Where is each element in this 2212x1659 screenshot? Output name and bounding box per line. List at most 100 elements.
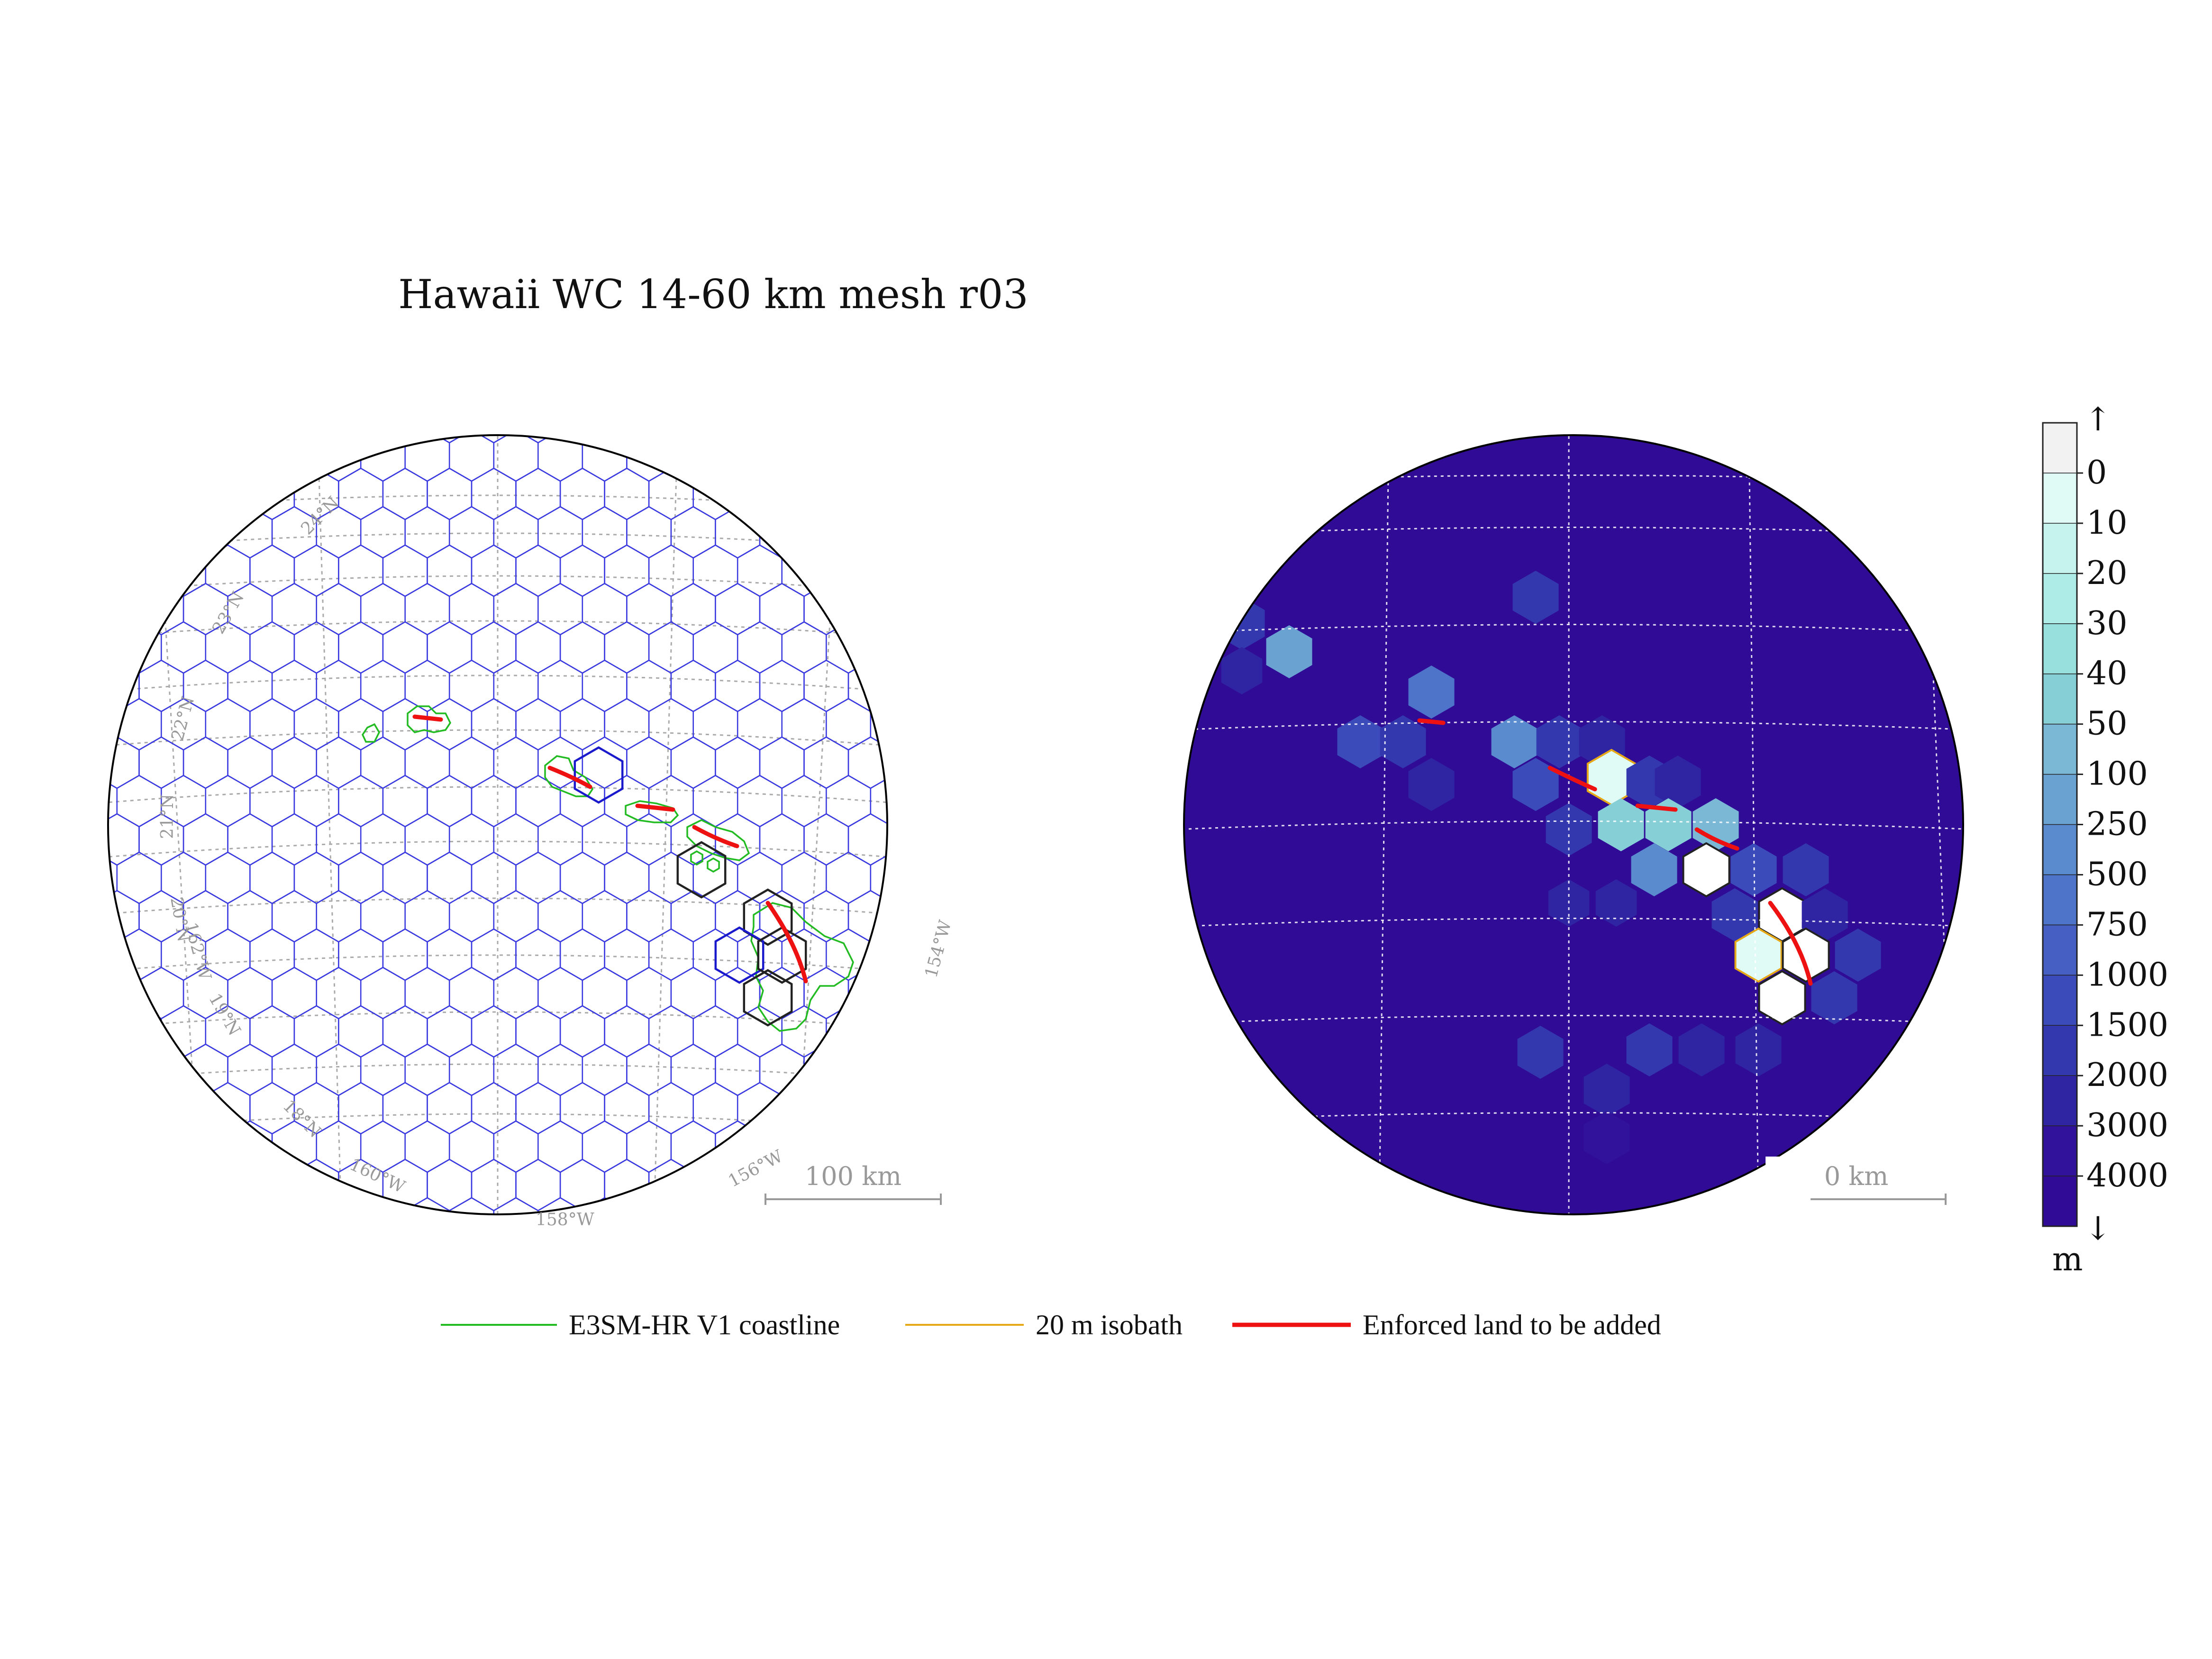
left-highlighted-cells [573, 746, 807, 1027]
enforced-land-line [547, 766, 592, 789]
colorbar-tick-label: 20 [2086, 555, 2128, 592]
colorbar-swatch [2042, 473, 2077, 524]
bathymetry-cell [1802, 888, 1848, 941]
bathymetry-cell [1512, 571, 1559, 624]
latitude-line [108, 954, 887, 973]
colorbar-tick-label: 1000 [2086, 956, 2168, 994]
enforced-land-line [692, 825, 739, 848]
enforced-land-line [1417, 718, 1446, 725]
colorbar-tick-label: 250 [2086, 806, 2148, 843]
colorbar-bottom-arrow: ↓ [2085, 1210, 2112, 1248]
colorbar-swatch [2042, 924, 2077, 976]
bathymetry-cell [1682, 842, 1730, 898]
longitude-line [317, 436, 342, 1214]
enforced-land-line [765, 901, 808, 984]
bathymetry-cell [1584, 1111, 1630, 1164]
enforced-land-line [1635, 803, 1678, 812]
bathymetry-cell [1512, 758, 1559, 811]
highlighted-cell [757, 926, 807, 984]
lon-label-158: 158°W [536, 1210, 594, 1230]
bathymetry-cell [1536, 715, 1583, 768]
right-bathymetry-cells [1219, 571, 1881, 1164]
colorbar-tick-label: 50 [2086, 705, 2128, 743]
enforced-land-line [1547, 766, 1597, 792]
colorbar-swatch [2042, 723, 2077, 775]
colorbar-swatch [2042, 422, 2077, 474]
left-map: 24°N 23°N 22°N 21°N 20°N 19°N 18°N 162°W… [107, 434, 956, 1230]
right-enforced-land [1417, 718, 1813, 986]
latitude-line [108, 840, 887, 859]
latitude-line [1184, 624, 1963, 634]
legend-label-isobath: 20 m isobath [1036, 1309, 1183, 1340]
bathymetry-cell [1734, 927, 1783, 983]
bathymetry-cell [1598, 798, 1644, 851]
coastline-outline [750, 902, 854, 1032]
left-scale-bar-label: 100 km [805, 1161, 901, 1191]
colorbar: ↑ ↓ 0 10 20 30 40 50 100 250 500 750 1000 1500 2000 3… [2042, 401, 2168, 1278]
colorbar-swatch [2042, 573, 2077, 624]
colorbar-swatch [2042, 623, 2077, 675]
bathymetry-cell [1517, 1026, 1564, 1079]
enforced-land-line [1694, 827, 1739, 851]
latitude-line [108, 1063, 887, 1082]
mesh-cell [870, 851, 887, 904]
latitude-line [108, 675, 887, 693]
colorbar-swatch [2042, 1025, 2077, 1076]
enforced-land-line [412, 714, 443, 722]
latitude-line [108, 575, 887, 593]
left-enforced-land [412, 714, 808, 984]
latitude-line [108, 897, 887, 916]
bathymetry-cell [1678, 1023, 1725, 1076]
mesh-cell [108, 698, 118, 751]
bathymetry-cell [1631, 843, 1677, 896]
highlighted-cell [743, 969, 793, 1027]
colorbar-swatch [2042, 774, 2077, 825]
bathymetry-cell [1491, 715, 1538, 768]
colorbar-swatch [2042, 523, 2077, 574]
coastline-outline [625, 800, 679, 823]
bathymetry-cell [1266, 625, 1312, 678]
lon-label-156: 156°W [725, 1147, 786, 1191]
colorbar-swatch [2042, 1176, 2077, 1227]
coastline-outline [690, 850, 703, 866]
colorbar-tick-label: 4000 [2086, 1157, 2168, 1194]
highlighted-cell [676, 841, 727, 899]
colorbar-unit: m [2052, 1241, 2083, 1278]
legend: E3SM-HR V1 coastline 20 m isobath Enforc… [441, 1309, 1661, 1340]
legend-label-enforced-land: Enforced land to be added [1363, 1309, 1661, 1340]
bathymetry-cell [1408, 665, 1455, 719]
mesh-cell [870, 775, 887, 828]
colorbar-swatch [2042, 824, 2077, 875]
latitude-line [1184, 1015, 1963, 1025]
bathymetry-cell [1408, 758, 1455, 811]
bathymetry-cell [1380, 715, 1426, 768]
colorbar-tick-label: 30 [2086, 605, 2128, 642]
longitude-line [653, 436, 678, 1214]
enforced-land-line [635, 803, 675, 812]
coastline-outline [544, 755, 594, 797]
bathymetry-cell [1221, 647, 1263, 694]
colorbar-tick-label: 0 [2086, 454, 2107, 492]
colorbar-swatch [2042, 975, 2077, 1026]
enforced-land-line [1768, 901, 1813, 986]
colorbar-tick-label: 2000 [2086, 1057, 2168, 1094]
colorbar-labels: 0 10 20 30 40 50 100 250 500 750 1000 1500 2000 3000 4… [2077, 454, 2168, 1194]
colorbar-tick-label: 100 [2086, 756, 2148, 793]
left-map-background [108, 435, 887, 1214]
highlighted-cell [743, 888, 793, 946]
latitude-line [1184, 721, 1963, 731]
mesh-cell [360, 1197, 406, 1214]
bathymetry-cell [1811, 971, 1857, 1024]
colorbar-swatches [2042, 422, 2077, 1227]
lat-label-21: 21°N [158, 794, 177, 839]
colorbar-swatch [2042, 1125, 2077, 1177]
colorbar-tick-label: 10 [2086, 504, 2128, 542]
colorbar-swatch [2042, 673, 2077, 725]
bathymetry-cell [1783, 843, 1829, 896]
coastline-outline [361, 723, 380, 743]
highlighted-cell [573, 746, 624, 804]
coastline-outline [407, 705, 452, 733]
mesh-cell [870, 928, 887, 981]
coastline-outline [707, 857, 720, 873]
